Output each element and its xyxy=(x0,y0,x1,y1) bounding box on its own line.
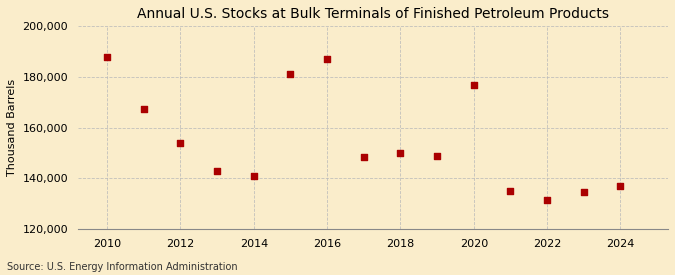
Text: Source: U.S. Energy Information Administration: Source: U.S. Energy Information Administ… xyxy=(7,262,238,272)
Point xyxy=(505,189,516,193)
Point xyxy=(358,155,369,159)
Point xyxy=(138,106,149,111)
Point xyxy=(175,141,186,145)
Point xyxy=(212,169,223,173)
Title: Annual U.S. Stocks at Bulk Terminals of Finished Petroleum Products: Annual U.S. Stocks at Bulk Terminals of … xyxy=(137,7,609,21)
Point xyxy=(578,190,589,194)
Point xyxy=(248,174,259,178)
Point xyxy=(395,151,406,155)
Point xyxy=(432,153,443,158)
Point xyxy=(102,54,113,59)
Point xyxy=(322,57,333,61)
Point xyxy=(285,72,296,77)
Point xyxy=(541,198,552,202)
Y-axis label: Thousand Barrels: Thousand Barrels xyxy=(7,79,17,176)
Point xyxy=(615,184,626,188)
Point xyxy=(468,82,479,87)
